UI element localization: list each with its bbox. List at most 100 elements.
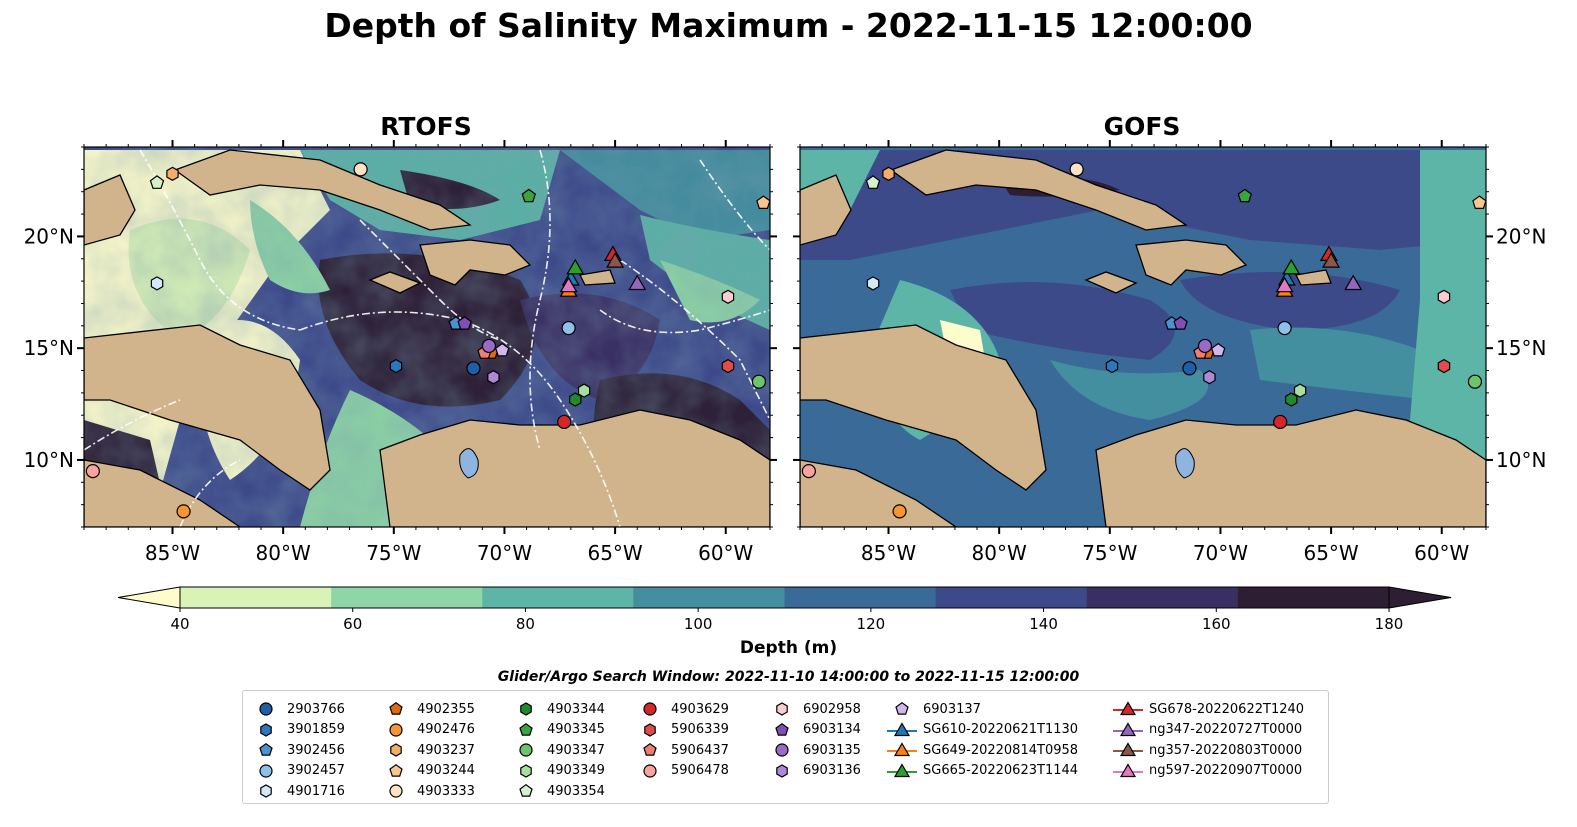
lat-tick-label: 20°N bbox=[24, 224, 74, 248]
legend-symbol bbox=[259, 702, 273, 716]
lon-tick-label: 75°W bbox=[1082, 541, 1137, 565]
legend-marker-icon bbox=[887, 762, 917, 777]
legend-marker-icon bbox=[389, 784, 403, 798]
legend-symbol bbox=[260, 784, 272, 798]
argo-float-marker bbox=[1293, 383, 1307, 398]
glider-marker bbox=[1322, 252, 1341, 268]
argo-float-marker bbox=[521, 188, 537, 203]
legend-entry: 4903349 bbox=[511, 761, 605, 781]
legend-entry: 6903135 bbox=[767, 740, 861, 760]
argo-float-marker bbox=[721, 358, 735, 374]
legend-marker-icon bbox=[1113, 742, 1143, 757]
argo-float-marker bbox=[577, 383, 591, 398]
legend-entry: 4903345 bbox=[511, 720, 605, 740]
argo-float-marker bbox=[85, 464, 100, 479]
legend-entry: SG678-20220622T1240 bbox=[1113, 699, 1304, 719]
argo-float-marker bbox=[1437, 289, 1451, 304]
legend-label: 4903244 bbox=[417, 763, 475, 778]
lon-tick-label: 85°W bbox=[861, 541, 916, 565]
legend-entry: 5906478 bbox=[635, 761, 729, 781]
argo-float-marker bbox=[1237, 188, 1253, 203]
argo-float-marker bbox=[1197, 338, 1213, 354]
argo-float-marker bbox=[1277, 320, 1292, 336]
legend-label: 4903344 bbox=[547, 701, 605, 717]
argo-float-marker bbox=[1173, 316, 1188, 330]
legend-marker-icon bbox=[259, 702, 273, 716]
legend-triangle bbox=[893, 762, 911, 777]
legend-label: 4903237 bbox=[417, 742, 475, 758]
legend-label: 6903134 bbox=[803, 722, 861, 737]
map-panels: 85°W 80°W 75°W 70°W 65°W 60°W 10°N 15°N 20°N 85°W… bbox=[24, 140, 1546, 565]
argo-float-marker bbox=[1437, 358, 1451, 374]
legend-entry: 2903766 bbox=[251, 699, 345, 719]
legend-entry: 5906437 bbox=[635, 740, 729, 760]
glider-marker bbox=[566, 258, 585, 275]
legend-label: 4901716 bbox=[287, 783, 345, 799]
legend-marker-icon bbox=[643, 742, 657, 756]
glider-marker bbox=[559, 276, 578, 293]
argo-float-marker bbox=[494, 342, 510, 357]
legend-symbol bbox=[259, 742, 273, 756]
argo-float-marker bbox=[353, 162, 368, 177]
argo-float-marker bbox=[866, 276, 880, 291]
argo-float-marker bbox=[457, 316, 472, 330]
legend-marker-icon bbox=[389, 701, 403, 715]
legend-marker-icon bbox=[259, 763, 273, 778]
legend-symbol bbox=[389, 763, 403, 777]
legend-marker-icon bbox=[776, 702, 788, 716]
legend-entry: 6903134 bbox=[767, 720, 861, 740]
argo-float-marker bbox=[150, 276, 164, 291]
legend-symbol bbox=[390, 743, 402, 757]
legend-entry: 4903347 bbox=[511, 740, 605, 760]
observation-markers bbox=[85, 162, 1487, 519]
gofs-frame bbox=[799, 146, 1487, 528]
legend-triangle bbox=[893, 742, 911, 757]
legend-label: 4902476 bbox=[417, 722, 475, 737]
argo-float-marker bbox=[481, 338, 497, 354]
legend-marker-icon bbox=[887, 742, 917, 757]
lat-tick-label: 10°N bbox=[1496, 448, 1546, 472]
legend: 2903766 3901859 3902456 3902457 4901716 49023… bbox=[242, 690, 1329, 804]
colorbar-segment bbox=[1086, 587, 1239, 608]
glider-marker bbox=[628, 274, 647, 291]
argo-float-marker bbox=[561, 320, 576, 336]
rtofs-frame bbox=[83, 146, 771, 528]
legend-entry: 3901859 bbox=[251, 720, 345, 740]
legend-label: ng347-20220727T0000 bbox=[1149, 722, 1303, 737]
argo-float-marker bbox=[721, 289, 735, 304]
legend-symbol bbox=[519, 743, 533, 757]
colorbar-tick-label: 180 bbox=[1375, 615, 1404, 633]
colorbar-tick-label: 160 bbox=[1202, 615, 1231, 633]
legend-marker-icon bbox=[260, 722, 272, 737]
argo-float-marker bbox=[1273, 414, 1288, 430]
legend-label: ng597-20220907T0000 bbox=[1149, 763, 1303, 778]
argo-float-marker bbox=[149, 175, 165, 189]
legend-symbol bbox=[776, 702, 788, 716]
colorbar-segment bbox=[935, 587, 1088, 608]
argo-float-marker bbox=[1472, 195, 1487, 209]
panel-title-gofs: GOFS bbox=[1103, 112, 1181, 141]
legend-symbol bbox=[519, 722, 533, 736]
legend-label: 4903333 bbox=[417, 783, 475, 799]
legend-entry: 4903354 bbox=[511, 781, 605, 801]
legend-label: SG610-20220621T1130 bbox=[923, 722, 1079, 737]
legend-label: SG649-20220814T0958 bbox=[923, 742, 1079, 758]
legend-entry: 4903344 bbox=[511, 699, 605, 719]
legend-marker-icon bbox=[520, 702, 532, 716]
legend-entry: ng347-20220727T0000 bbox=[1113, 720, 1302, 740]
legend-marker-icon bbox=[775, 722, 789, 736]
lon-tick-label: 65°W bbox=[587, 541, 642, 565]
legend-label: 5906339 bbox=[671, 722, 729, 737]
colorbar-segment bbox=[482, 587, 634, 608]
legend-entry: 4902476 bbox=[381, 720, 475, 740]
lon-tick-label: 70°W bbox=[1193, 541, 1248, 565]
colorbar-extend-low bbox=[117, 586, 181, 609]
legend-label: 6903137 bbox=[923, 701, 981, 717]
legend-entry: SG649-20220814T0958 bbox=[887, 740, 1078, 760]
legend-symbol bbox=[776, 763, 788, 778]
legend-entry: SG610-20220621T1130 bbox=[887, 720, 1078, 740]
legend-symbol bbox=[389, 701, 403, 715]
legend-symbol bbox=[389, 722, 403, 737]
legend-symbol bbox=[260, 722, 272, 737]
legend-entry: SG665-20220623T1144 bbox=[887, 761, 1078, 781]
